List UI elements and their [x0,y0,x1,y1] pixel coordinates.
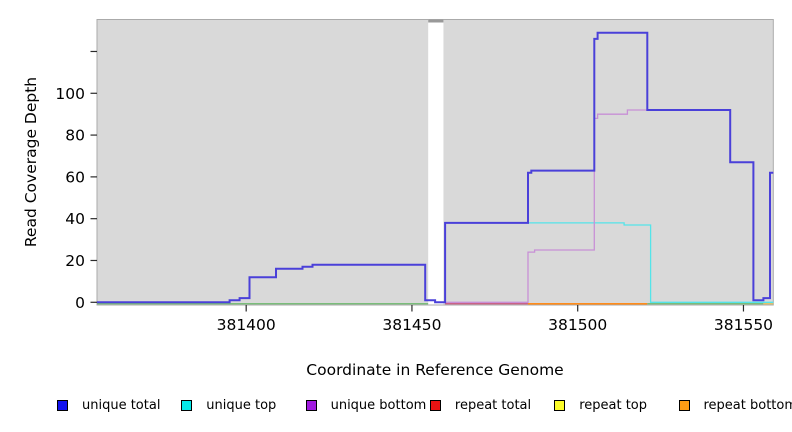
y-tick-label: 0 [75,294,85,312]
x-tick-label: 381400 [217,316,276,334]
legend: unique total unique top unique bottom repea… [0,397,792,417]
legend-item-unique-bottom: unique bottom [305,397,427,413]
series-lines [97,31,774,304]
x-tick-label: 381500 [548,316,607,334]
legend-swatch-icon [181,399,193,411]
legend-item-repeat-bottom: repeat bottom [678,397,792,413]
legend-swatch-icon [429,399,441,411]
series-line-unique-total [97,31,774,304]
x-tick-label: 381550 [714,316,773,334]
legend-label: unique total [82,397,161,413]
y-tick-label: 100 [55,85,85,103]
coverage-gap-band [428,19,444,305]
y-axis-title: Read Coverage Depth [22,76,40,248]
y-tick-label: 60 [65,168,85,186]
y-tick-label: 40 [65,210,85,228]
legend-label: repeat total [454,397,532,413]
x-tick-label: 381450 [382,316,441,334]
legend-swatch-icon [305,399,317,411]
legend-swatch-icon [57,399,68,411]
legend-label: repeat bottom [703,397,792,413]
legend-swatch-icon [554,399,566,411]
x-axis: 381400 381450 381500 381550 [217,305,773,334]
y-tick-label: 20 [65,252,85,270]
legend-label: unique top [206,397,277,413]
legend-item-repeat-total: repeat total [429,397,532,413]
legend-item-unique-top: unique top [181,397,276,413]
legend-label: repeat top [579,397,647,413]
x-axis-title: Coordinate in Reference Genome [306,361,564,379]
legend-item-unique-total: unique total [57,397,160,413]
legend-label: unique bottom [330,397,427,413]
gap-white-band [428,19,444,305]
gap-cap [428,19,444,23]
y-tick-label: 80 [65,127,85,145]
legend-item-repeat-top: repeat top [554,397,647,413]
legend-swatch-icon [678,399,690,411]
y-axis: 0 20 40 60 80 100 [55,50,97,312]
